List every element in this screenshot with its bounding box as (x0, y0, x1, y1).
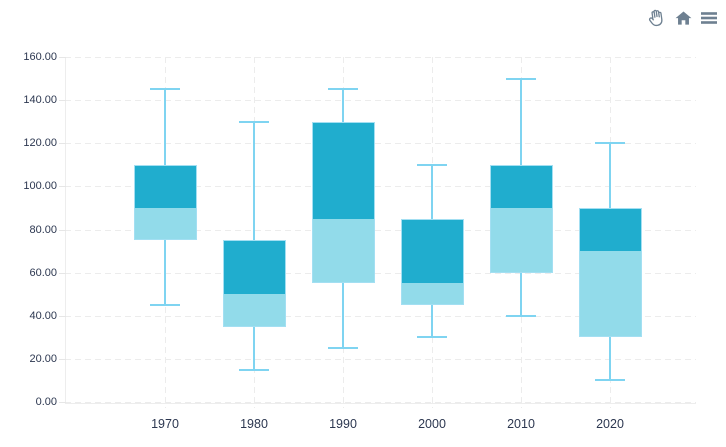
y-gridline (65, 273, 696, 274)
y-gridline (65, 57, 696, 58)
pan-hand-icon[interactable] (646, 7, 667, 29)
y-axis-label: 0.00 (35, 396, 57, 408)
x-axis-line (65, 403, 696, 404)
y-axis-tick (59, 186, 66, 187)
box-upper-half-2000 (401, 219, 463, 284)
whisker-cap-high-1970 (150, 88, 180, 91)
y-axis-tick (59, 402, 66, 403)
menu-icon[interactable] (700, 9, 718, 27)
y-axis-label: 100.00 (23, 180, 57, 192)
box-1970[interactable] (133, 164, 197, 241)
x-axis-label: 2000 (418, 417, 446, 431)
whisker-cap-high-2000 (417, 163, 447, 166)
whisker-cap-high-2010 (506, 77, 536, 80)
whisker-cap-low-1980 (239, 368, 269, 371)
box-2010[interactable] (489, 164, 553, 273)
box-upper-half-1990 (312, 122, 374, 219)
y-gridline (65, 100, 696, 101)
box-1980[interactable] (222, 240, 286, 327)
whisker-cap-low-1970 (150, 303, 180, 306)
y-gridline (65, 316, 696, 317)
y-axis-label: 160.00 (23, 51, 57, 63)
y-gridline (65, 143, 696, 144)
y-axis-label: 60.00 (29, 267, 57, 279)
y-axis-tick (59, 57, 66, 58)
y-axis-tick (59, 316, 66, 317)
y-axis-tick (59, 273, 66, 274)
x-axis-label: 1990 (329, 417, 357, 431)
y-gridline (65, 230, 696, 231)
whisker-cap-high-2020 (595, 142, 625, 145)
y-axis-tick (59, 100, 66, 101)
whisker-cap-low-2020 (595, 379, 625, 382)
whisker-cap-high-1980 (239, 120, 269, 123)
x-axis-label: 1980 (240, 417, 268, 431)
box-upper-half-2010 (490, 165, 552, 208)
y-axis-label: 20.00 (29, 353, 57, 365)
box-2000[interactable] (400, 218, 464, 305)
y-gridline (65, 359, 696, 360)
whisker-cap-high-1990 (328, 88, 358, 91)
y-gridline (65, 186, 696, 187)
x-axis-label: 2020 (596, 417, 624, 431)
y-axis-tick (59, 359, 66, 360)
whisker-cap-low-1990 (328, 347, 358, 350)
whisker-cap-low-2000 (417, 336, 447, 339)
x-axis-label: 1970 (151, 417, 179, 431)
y-axis-label: 120.00 (23, 137, 57, 149)
whisker-cap-low-2010 (506, 314, 536, 317)
chart-toolbar (646, 7, 718, 29)
box-1990[interactable] (311, 121, 375, 284)
x-axis-label: 2010 (507, 417, 535, 431)
y-axis-label: 40.00 (29, 310, 57, 322)
y-axis-label: 80.00 (29, 224, 57, 236)
y-axis-label: 140.00 (23, 94, 57, 106)
box-upper-half-2020 (579, 208, 641, 252)
y-axis-tick (59, 143, 66, 144)
box-upper-half-1970 (134, 165, 196, 208)
box-2020[interactable] (578, 207, 642, 338)
y-axis-tick (59, 230, 66, 231)
home-icon[interactable] (674, 9, 693, 28)
box-upper-half-1980 (223, 241, 285, 295)
y-gridline (65, 402, 696, 403)
